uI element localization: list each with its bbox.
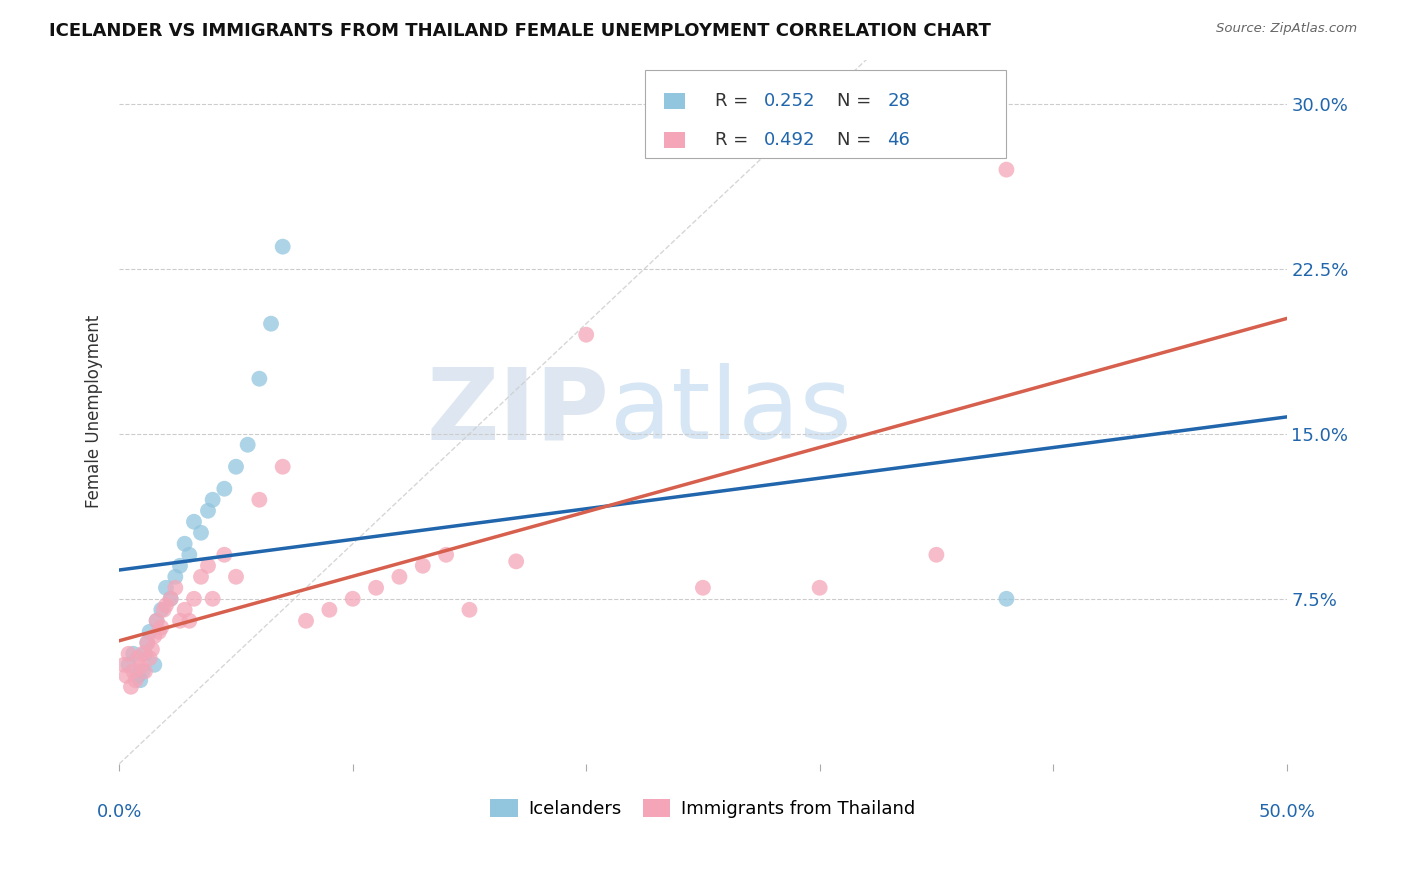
- Point: [136, 636, 159, 650]
- Legend: Icelanders, Immigrants from Thailand: Icelanders, Immigrants from Thailand: [484, 791, 922, 825]
- Point: [179, 614, 201, 628]
- Point: [143, 629, 166, 643]
- Text: R =: R =: [714, 92, 754, 111]
- Point: [995, 162, 1018, 177]
- Point: [112, 657, 135, 672]
- Point: [247, 372, 270, 386]
- Point: [225, 459, 247, 474]
- Point: [129, 673, 152, 688]
- Point: [247, 492, 270, 507]
- Point: [169, 614, 191, 628]
- Point: [271, 240, 294, 254]
- Point: [692, 581, 714, 595]
- Text: ICELANDER VS IMMIGRANTS FROM THAILAND FEMALE UNEMPLOYMENT CORRELATION CHART: ICELANDER VS IMMIGRANTS FROM THAILAND FE…: [49, 22, 991, 40]
- Y-axis label: Female Unemployment: Female Unemployment: [86, 315, 103, 508]
- Point: [124, 673, 146, 688]
- Point: [155, 599, 177, 613]
- Point: [150, 603, 173, 617]
- Point: [143, 657, 166, 672]
- Point: [131, 665, 153, 679]
- Point: [127, 651, 149, 665]
- Point: [115, 669, 138, 683]
- Point: [925, 548, 948, 562]
- Text: 0.492: 0.492: [763, 131, 815, 149]
- Point: [458, 603, 481, 617]
- Point: [136, 636, 159, 650]
- FancyBboxPatch shape: [665, 94, 685, 109]
- Point: [214, 482, 236, 496]
- Point: [214, 548, 236, 562]
- Point: [131, 647, 153, 661]
- Point: [173, 603, 195, 617]
- Point: [122, 647, 145, 661]
- Point: [190, 570, 212, 584]
- Point: [225, 570, 247, 584]
- Point: [236, 438, 259, 452]
- Point: [155, 581, 177, 595]
- Text: Source: ZipAtlas.com: Source: ZipAtlas.com: [1216, 22, 1357, 36]
- Point: [159, 591, 181, 606]
- Text: 0.0%: 0.0%: [97, 804, 142, 822]
- Text: 0.252: 0.252: [763, 92, 815, 111]
- Point: [318, 603, 340, 617]
- Point: [165, 570, 187, 584]
- Point: [120, 680, 142, 694]
- Point: [197, 504, 219, 518]
- Text: atlas: atlas: [610, 363, 851, 460]
- Text: N =: N =: [837, 131, 877, 149]
- FancyBboxPatch shape: [644, 70, 1007, 158]
- Point: [169, 558, 191, 573]
- Point: [117, 647, 139, 661]
- Point: [271, 459, 294, 474]
- FancyBboxPatch shape: [665, 132, 685, 148]
- Point: [145, 614, 167, 628]
- Point: [138, 651, 160, 665]
- Point: [152, 603, 174, 617]
- Point: [141, 642, 163, 657]
- Point: [260, 317, 283, 331]
- Text: N =: N =: [837, 92, 877, 111]
- Point: [505, 554, 527, 568]
- Text: 50.0%: 50.0%: [1258, 804, 1315, 822]
- Point: [388, 570, 411, 584]
- Point: [434, 548, 457, 562]
- Point: [201, 591, 224, 606]
- Text: 46: 46: [887, 131, 910, 149]
- Point: [364, 581, 387, 595]
- Point: [145, 614, 167, 628]
- Point: [295, 614, 318, 628]
- Point: [117, 657, 139, 672]
- Point: [183, 591, 205, 606]
- Point: [150, 620, 173, 634]
- Point: [134, 665, 156, 679]
- Point: [127, 669, 149, 683]
- Point: [138, 624, 160, 639]
- Point: [575, 327, 598, 342]
- Point: [165, 581, 187, 595]
- Point: [412, 558, 434, 573]
- Text: ZIP: ZIP: [426, 363, 610, 460]
- Point: [159, 591, 181, 606]
- Point: [190, 525, 212, 540]
- Point: [342, 591, 364, 606]
- Point: [808, 581, 831, 595]
- Point: [995, 591, 1018, 606]
- Text: R =: R =: [714, 131, 754, 149]
- Point: [122, 665, 145, 679]
- Point: [201, 492, 224, 507]
- Point: [134, 647, 156, 661]
- Point: [173, 537, 195, 551]
- Text: 28: 28: [887, 92, 910, 111]
- Point: [197, 558, 219, 573]
- Point: [183, 515, 205, 529]
- Point: [148, 624, 170, 639]
- Point: [179, 548, 201, 562]
- Point: [129, 660, 152, 674]
